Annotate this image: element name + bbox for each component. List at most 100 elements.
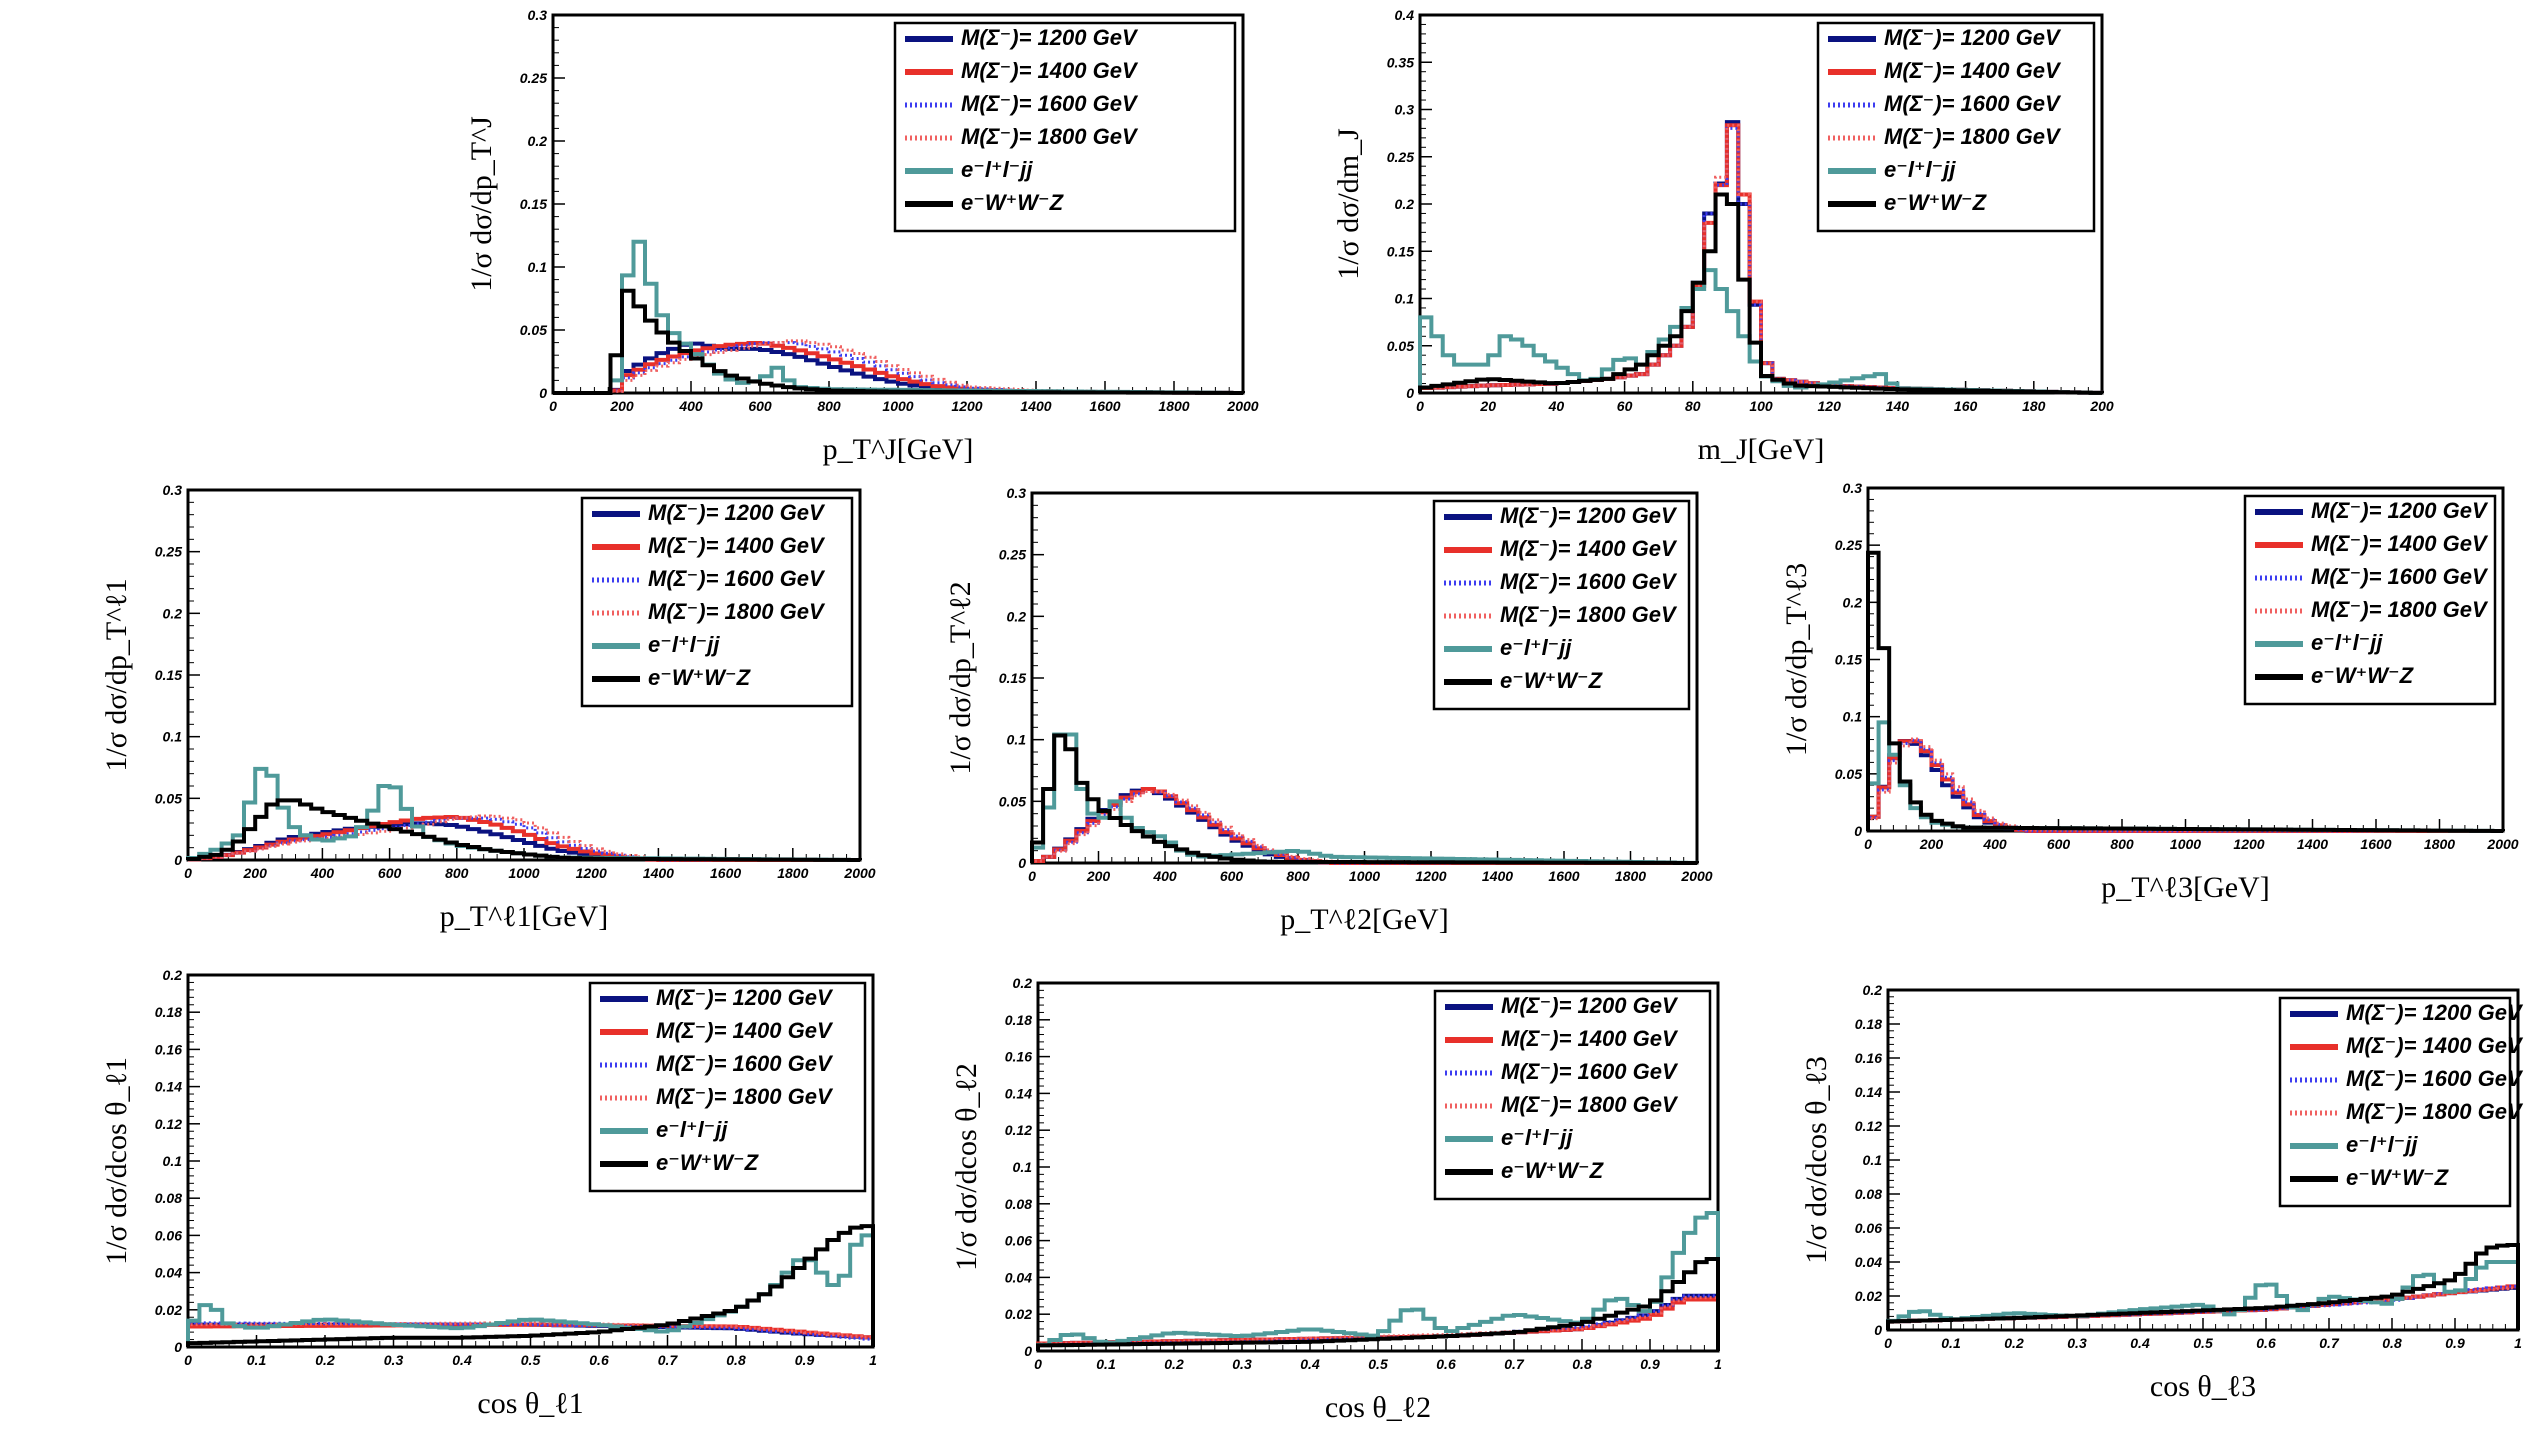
legend-label: M(Σ⁻)= 1600 GeV: [1884, 91, 2062, 116]
y-tick-label: 0.18: [1855, 1016, 1882, 1032]
y-tick-label: 0.2: [163, 967, 183, 983]
y-tick-label: 0.04: [1005, 1269, 1032, 1285]
legend-label: M(Σ⁻)= 1200 GeV: [1500, 503, 1678, 528]
y-tick-label: 0.05: [1835, 766, 1862, 782]
x-tick-label: 800: [1286, 868, 1310, 884]
legend-label: M(Σ⁻)= 1200 GeV: [1501, 993, 1679, 1018]
y-tick-label: 0.08: [1005, 1196, 1032, 1212]
chart-panel-mJ: 0 20 40 60 80 100 120 140 160 180 200 0 0.05 0.1 0.15 0…: [1332, 7, 2114, 466]
x-tick-label: 0.4: [452, 1352, 472, 1368]
y-tick-label: 0.2: [1007, 608, 1027, 624]
y-tick-label: 0.25: [520, 70, 547, 86]
x-tick-label: 200: [1919, 836, 1944, 852]
x-tick-label: 1: [2514, 1335, 2522, 1351]
x-tick-label: 0.3: [1232, 1356, 1252, 1372]
chart-panel-ptl1: 0 200 400 600 800 1000 1200 1400 1600 1800 2000 0 0.…: [100, 482, 876, 933]
series-line-4: [1886, 1260, 2520, 1330]
x-tick-label: 0.8: [726, 1352, 746, 1368]
legend-label: e⁻l⁺l⁻jj: [1500, 635, 1572, 660]
x-axis-label: p_T^ℓ2[GeV]: [1280, 903, 1448, 936]
x-tick-label: 0: [1864, 836, 1872, 852]
y-tick-label: 0.06: [1005, 1233, 1032, 1249]
y-axis-label: 1/σ dσ/dp_T^ℓ1: [100, 578, 133, 771]
x-tick-label: 0.7: [1504, 1356, 1525, 1372]
y-tick-label: 0.35: [1387, 54, 1414, 70]
y-tick-label: 0.2: [1395, 196, 1415, 212]
x-tick-label: 0: [1416, 398, 1424, 414]
legend-label: M(Σ⁻)= 1800 GeV: [961, 124, 1139, 149]
legend-label: M(Σ⁻)= 1400 GeV: [2311, 531, 2489, 556]
x-tick-label: 1: [1714, 1356, 1722, 1372]
x-tick-label: 0.5: [2193, 1335, 2213, 1351]
x-tick-label: 800: [445, 865, 469, 881]
x-tick-label: 800: [817, 398, 841, 414]
y-tick-label: 0.1: [1007, 732, 1027, 748]
legend-label: M(Σ⁻)= 1800 GeV: [2311, 597, 2489, 622]
x-tick-label: 400: [678, 398, 703, 414]
x-tick-label: 1800: [777, 865, 808, 881]
y-tick-label: 0.06: [155, 1227, 182, 1243]
legend-label: M(Σ⁻)= 1800 GeV: [1501, 1092, 1679, 1117]
legend-box: [588, 981, 867, 1193]
x-tick-label: 0: [184, 1352, 192, 1368]
legend-label: M(Σ⁻)= 1800 GeV: [648, 599, 826, 624]
x-tick-label: 600: [2047, 836, 2071, 852]
x-tick-label: 0.5: [1368, 1356, 1388, 1372]
legend-box: [2243, 494, 2497, 706]
x-tick-label: 0.6: [2256, 1335, 2276, 1351]
series-line-5: [553, 288, 1245, 395]
x-tick-label: 1: [869, 1352, 877, 1368]
legend-label: M(Σ⁻)= 1200 GeV: [648, 500, 826, 525]
y-tick-label: 0.08: [155, 1190, 182, 1206]
x-tick-label: 0.9: [2445, 1335, 2465, 1351]
legend-label: M(Σ⁻)= 1600 GeV: [1501, 1059, 1679, 1084]
x-tick-label: 0.2: [1164, 1356, 1184, 1372]
x-tick-label: 0.5: [521, 1352, 541, 1368]
legend-label: M(Σ⁻)= 1400 GeV: [1884, 58, 2062, 83]
legend-label: e⁻W⁺W⁻Z: [961, 190, 1065, 215]
x-tick-label: 1400: [2297, 836, 2328, 852]
legend-label: M(Σ⁻)= 1600 GeV: [1500, 569, 1678, 594]
chart-panel-cos2: 0 0.1 0.2 0.3 0.4 0.5 0.6 0.7 0.8 0.9 1 0 0.02 0.04 0.…: [950, 975, 1722, 1424]
y-axis-label: 1/σ dσ/dm_J: [1332, 128, 1365, 280]
series-line-5: [1418, 192, 2104, 395]
legend-box: [1432, 499, 1691, 711]
x-tick-label: 200: [1086, 868, 1111, 884]
x-tick-label: 0.1: [1096, 1356, 1116, 1372]
y-tick-label: 0.1: [1863, 1152, 1883, 1168]
legend: M(Σ⁻)= 1200 GeV M(Σ⁻)= 1400 GeV M(Σ⁻)= 160…: [2278, 996, 2524, 1208]
legend-label: M(Σ⁻)= 1200 GeV: [2346, 1000, 2524, 1025]
chart-panel-ptl3: 0 200 400 600 800 1000 1200 1400 1600 1800 2000 0 0.…: [1780, 480, 2519, 904]
series-line-3: [186, 814, 862, 862]
y-axis-label: 1/σ dσ/dp_T^J: [465, 116, 498, 292]
y-tick-label: 0.18: [155, 1004, 182, 1020]
x-tick-label: 0.8: [2382, 1335, 2402, 1351]
y-tick-label: 0: [1406, 385, 1414, 401]
legend-label: e⁻l⁺l⁻jj: [2346, 1132, 2418, 1157]
legend-label: e⁻l⁺l⁻jj: [1501, 1125, 1573, 1150]
y-tick-label: 0.02: [155, 1302, 182, 1318]
x-tick-label: 1000: [508, 865, 539, 881]
x-tick-label: 1200: [1415, 868, 1446, 884]
x-axis-label: p_T^J[GeV]: [823, 433, 974, 466]
legend-label: e⁻W⁺W⁻Z: [1884, 190, 1988, 215]
x-axis-label: m_J[GeV]: [1698, 433, 1825, 466]
legend: M(Σ⁻)= 1200 GeV M(Σ⁻)= 1400 GeV M(Σ⁻)= 160…: [2243, 494, 2497, 706]
legend-label: M(Σ⁻)= 1200 GeV: [2311, 498, 2489, 523]
x-tick-label: 1000: [882, 398, 913, 414]
y-tick-label: 0.3: [528, 7, 548, 23]
x-tick-label: 0.7: [2319, 1335, 2340, 1351]
x-tick-label: 0: [1034, 1356, 1042, 1372]
y-tick-label: 0: [174, 1339, 182, 1355]
y-tick-label: 0.02: [1855, 1288, 1882, 1304]
y-tick-label: 0: [174, 852, 182, 868]
series-line-4: [1036, 1211, 1720, 1351]
x-tick-label: 1800: [2424, 836, 2455, 852]
x-tick-label: 0.3: [2067, 1335, 2087, 1351]
x-tick-label: 0: [549, 398, 557, 414]
x-tick-label: 0.1: [1941, 1335, 1961, 1351]
series-line-5: [186, 798, 862, 862]
x-axis-label: cos θ_ℓ1: [477, 1387, 583, 1420]
series-line-5: [186, 1224, 875, 1347]
series-line-2: [186, 1321, 875, 1347]
